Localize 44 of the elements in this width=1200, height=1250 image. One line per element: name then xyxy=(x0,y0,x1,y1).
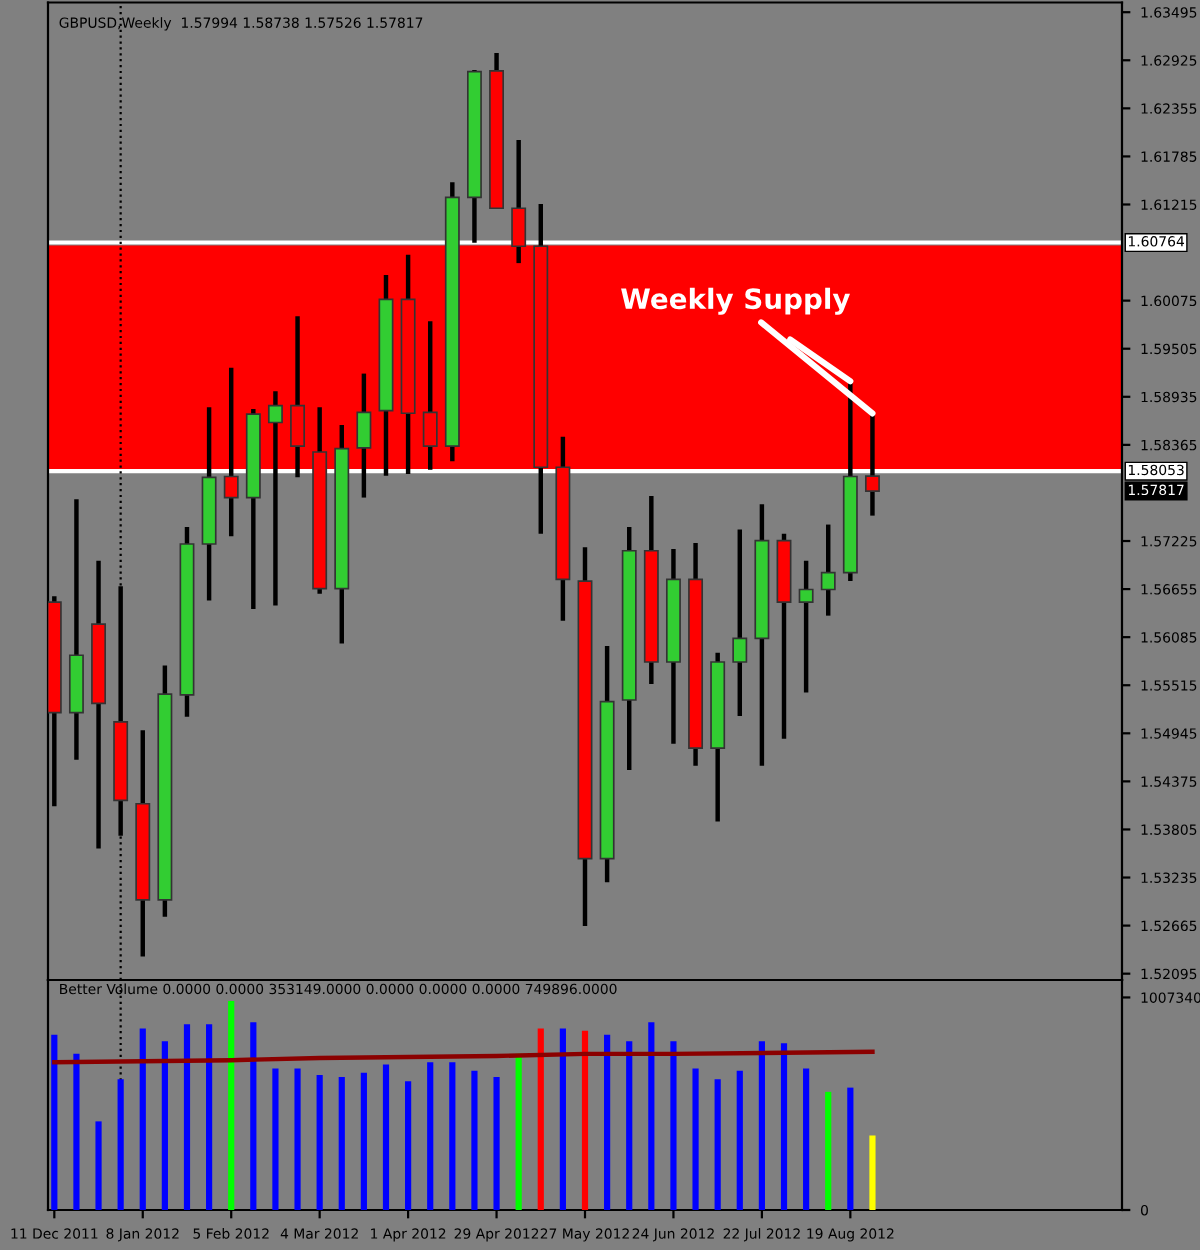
bar xyxy=(515,1053,522,1210)
bar xyxy=(183,1024,191,1210)
bar xyxy=(250,1022,257,1210)
bar xyxy=(117,1079,124,1210)
bar xyxy=(758,1041,765,1210)
bar xyxy=(338,1077,345,1210)
candlestick xyxy=(820,522,836,618)
bar xyxy=(51,1034,58,1210)
bar xyxy=(559,1028,566,1210)
bar xyxy=(161,1041,168,1210)
bar xyxy=(736,1070,743,1210)
candlestick xyxy=(798,558,814,695)
candlestick xyxy=(267,389,283,608)
bar xyxy=(206,1024,213,1210)
bar xyxy=(847,1087,854,1210)
bar xyxy=(626,1041,633,1210)
bar xyxy=(95,1121,102,1210)
bar xyxy=(272,1068,279,1210)
bar xyxy=(139,1028,146,1210)
bar xyxy=(405,1081,412,1210)
bar xyxy=(825,1091,832,1210)
bar xyxy=(537,1028,544,1210)
bar xyxy=(869,1135,876,1210)
band-label: Weekly Supply xyxy=(621,287,850,315)
bar xyxy=(382,1064,390,1210)
bar xyxy=(228,1001,235,1210)
bar xyxy=(648,1022,655,1210)
bar xyxy=(449,1062,456,1210)
bar xyxy=(714,1079,721,1210)
bar xyxy=(493,1077,500,1210)
bar xyxy=(316,1074,323,1210)
bar xyxy=(670,1041,677,1210)
bar xyxy=(471,1070,478,1210)
bar xyxy=(604,1034,611,1210)
bar xyxy=(780,1043,788,1210)
bar xyxy=(581,1030,589,1210)
bar xyxy=(803,1068,810,1210)
bar xyxy=(692,1068,699,1210)
bar xyxy=(294,1068,301,1210)
bar xyxy=(360,1072,367,1210)
candlestick xyxy=(356,371,372,500)
bar xyxy=(73,1053,80,1210)
candlestick xyxy=(732,527,748,719)
bar xyxy=(427,1062,434,1210)
